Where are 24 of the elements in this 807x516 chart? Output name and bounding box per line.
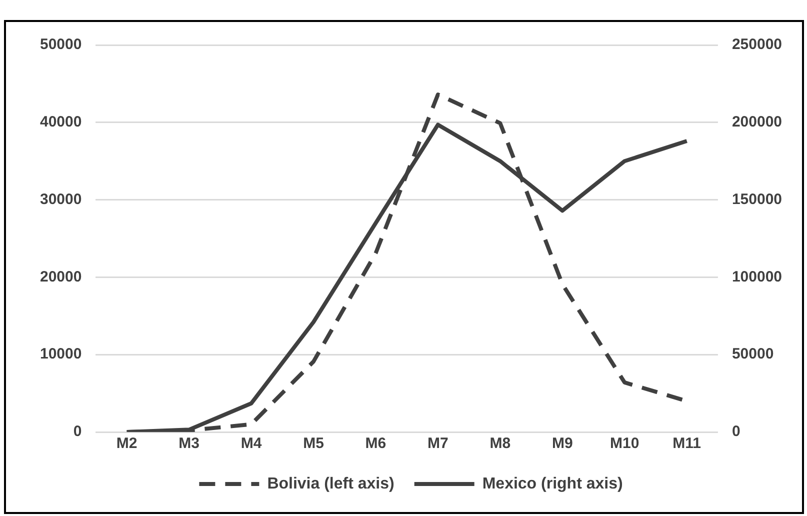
y-tick-label: 30000 bbox=[40, 190, 82, 208]
y-tick-label: 10000 bbox=[40, 346, 82, 363]
legend-label: Bolivia (left axis) bbox=[267, 475, 394, 492]
x-tick-label: M6 bbox=[365, 435, 386, 452]
y-tick-label: 40000 bbox=[40, 114, 82, 131]
y-tick-label: 20000 bbox=[40, 268, 82, 286]
y2-tick-label: 200000 bbox=[732, 114, 782, 131]
y2-tick-label: 250000 bbox=[732, 36, 782, 54]
x-tick-label: M9 bbox=[552, 435, 573, 452]
y-tick-label: 0 bbox=[73, 423, 82, 440]
x-tick-label: M3 bbox=[178, 435, 200, 452]
y2-tick-label: 150000 bbox=[732, 190, 782, 208]
x-tick-label: M11 bbox=[672, 435, 702, 452]
y2-tick-label: 100000 bbox=[732, 268, 782, 286]
x-tick-label: M10 bbox=[610, 435, 640, 452]
legend-label: Mexico (right axis) bbox=[482, 475, 623, 492]
y2-tick-label: 0 bbox=[732, 423, 740, 440]
y-tick-label: 50000 bbox=[40, 36, 82, 54]
y2-tick-label: 50000 bbox=[732, 346, 774, 363]
x-tick-label: M7 bbox=[428, 435, 448, 452]
x-tick-label: M5 bbox=[303, 435, 324, 452]
x-tick-label: M4 bbox=[240, 435, 262, 452]
x-tick-label: M8 bbox=[490, 435, 511, 452]
x-tick-label: M2 bbox=[116, 435, 138, 452]
